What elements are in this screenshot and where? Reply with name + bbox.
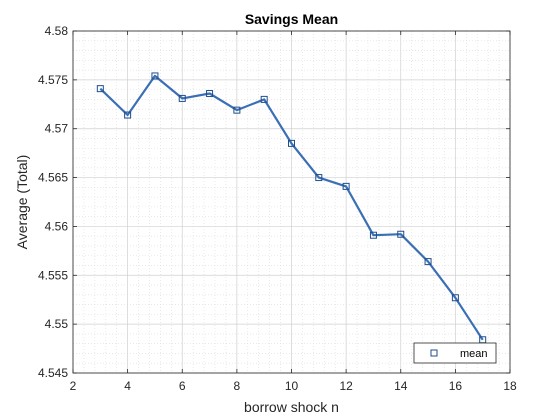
data-point-marker — [124, 111, 132, 119]
x-tick-label: 10 — [285, 379, 299, 393]
y-tick-label: 4.565 — [38, 171, 68, 185]
y-tick-label: 4.58 — [45, 24, 69, 38]
data-point-marker — [288, 139, 295, 147]
data-point-marker — [96, 85, 104, 93]
legend-box — [413, 342, 497, 364]
y-tick-label: 4.57 — [45, 122, 69, 136]
y-tick-label: 4.555 — [38, 268, 68, 282]
data-point-marker — [260, 95, 268, 103]
x-tick-label: 4 — [124, 379, 131, 393]
data-point-marker — [424, 258, 432, 266]
x-tick-label: 2 — [70, 379, 77, 393]
y-axis-label: Average (Total) — [14, 155, 30, 250]
data-point-marker — [233, 106, 241, 114]
x-tick-label: 6 — [179, 379, 186, 393]
data-point-marker — [178, 94, 186, 102]
data-point-marker — [451, 294, 459, 302]
x-tick-label: 12 — [339, 379, 353, 393]
x-tick-label: 8 — [234, 379, 241, 393]
y-tick-label: 4.55 — [45, 317, 69, 331]
grid-layer — [72, 30, 511, 374]
data-point-marker — [206, 90, 214, 98]
legend: mean — [413, 342, 497, 364]
ticks-layer: 2 4 6 8 10 12 14 16 18 4.545 4.55 4.555 4.56 4.565 4.5… — [38, 24, 517, 393]
y-tick-label: 4.56 — [45, 219, 69, 233]
data-point-marker — [151, 72, 159, 80]
legend-label: mean — [460, 348, 488, 360]
x-tick-label: 16 — [449, 379, 463, 393]
data-point-marker — [315, 174, 323, 182]
series-layer — [96, 72, 487, 344]
legend-marker-square-icon — [430, 349, 438, 357]
data-point-marker — [342, 182, 350, 190]
x-axis-label: borrow shock n — [244, 399, 339, 415]
y-tick-label: 4.575 — [38, 73, 68, 87]
data-point-marker — [369, 231, 377, 239]
data-point-marker — [397, 230, 405, 238]
series-line-mean — [99, 74, 484, 341]
y-tick-label: 4.545 — [38, 366, 68, 380]
x-tick-label: 18 — [503, 379, 517, 393]
chart-title: Savings Mean — [245, 11, 338, 27]
x-tick-label: 14 — [394, 379, 408, 393]
